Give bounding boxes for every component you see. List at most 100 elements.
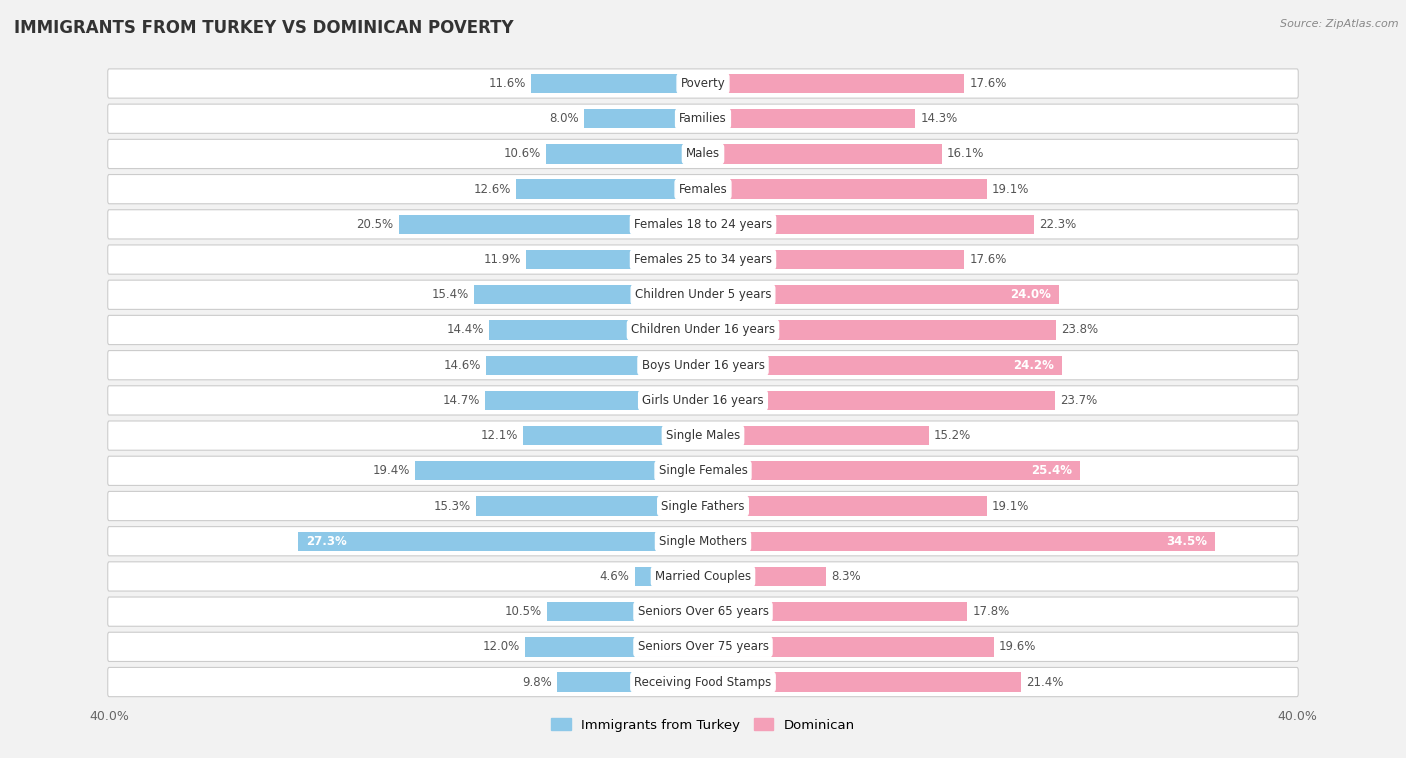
Bar <box>298 531 703 551</box>
Text: IMMIGRANTS FROM TURKEY VS DOMINICAN POVERTY: IMMIGRANTS FROM TURKEY VS DOMINICAN POVE… <box>14 19 513 37</box>
FancyBboxPatch shape <box>0 207 1406 242</box>
Text: 8.3%: 8.3% <box>831 570 860 583</box>
Text: Females 18 to 24 years: Females 18 to 24 years <box>634 218 772 231</box>
Text: 25.4%: 25.4% <box>1031 465 1071 478</box>
FancyBboxPatch shape <box>0 101 1406 136</box>
Bar <box>703 321 1056 340</box>
Text: 4.6%: 4.6% <box>600 570 630 583</box>
Text: Seniors Over 75 years: Seniors Over 75 years <box>637 641 769 653</box>
Bar <box>703 180 987 199</box>
Text: Receiving Food Stamps: Receiving Food Stamps <box>634 675 772 688</box>
Text: 21.4%: 21.4% <box>1026 675 1063 688</box>
Bar <box>703 390 1054 410</box>
Text: 19.1%: 19.1% <box>991 183 1029 196</box>
FancyBboxPatch shape <box>108 139 1298 168</box>
Bar <box>703 496 987 515</box>
Text: 14.6%: 14.6% <box>444 359 481 371</box>
Bar <box>703 215 1033 234</box>
FancyBboxPatch shape <box>0 594 1406 629</box>
Bar <box>523 426 703 445</box>
Text: Males: Males <box>686 148 720 161</box>
Text: 12.0%: 12.0% <box>482 641 520 653</box>
Text: 19.4%: 19.4% <box>373 465 411 478</box>
FancyBboxPatch shape <box>108 210 1298 239</box>
FancyBboxPatch shape <box>0 66 1406 101</box>
FancyBboxPatch shape <box>0 524 1406 559</box>
Bar <box>486 356 703 375</box>
Bar <box>489 321 703 340</box>
FancyBboxPatch shape <box>0 383 1406 418</box>
FancyBboxPatch shape <box>0 453 1406 488</box>
Text: 24.2%: 24.2% <box>1012 359 1054 371</box>
FancyBboxPatch shape <box>108 597 1298 626</box>
Bar <box>485 390 703 410</box>
FancyBboxPatch shape <box>0 312 1406 348</box>
Bar <box>703 144 942 164</box>
Bar <box>585 109 703 128</box>
FancyBboxPatch shape <box>108 562 1298 591</box>
Text: 8.0%: 8.0% <box>550 112 579 125</box>
FancyBboxPatch shape <box>0 665 1406 700</box>
Bar <box>531 74 703 93</box>
FancyBboxPatch shape <box>108 421 1298 450</box>
Bar <box>634 567 703 586</box>
FancyBboxPatch shape <box>0 559 1406 594</box>
FancyBboxPatch shape <box>108 527 1298 556</box>
Bar <box>547 602 703 622</box>
Text: Children Under 5 years: Children Under 5 years <box>634 288 772 301</box>
Bar <box>703 285 1059 305</box>
Text: 15.3%: 15.3% <box>433 500 471 512</box>
FancyBboxPatch shape <box>108 280 1298 309</box>
FancyBboxPatch shape <box>0 277 1406 312</box>
Bar <box>475 496 703 515</box>
Bar <box>703 109 915 128</box>
Text: 15.2%: 15.2% <box>934 429 972 442</box>
Bar <box>516 180 703 199</box>
Text: 19.6%: 19.6% <box>1000 641 1036 653</box>
Text: 17.6%: 17.6% <box>969 253 1007 266</box>
Text: Seniors Over 65 years: Seniors Over 65 years <box>637 605 769 618</box>
Text: 23.8%: 23.8% <box>1062 324 1098 337</box>
Text: 10.5%: 10.5% <box>505 605 543 618</box>
Text: 17.6%: 17.6% <box>969 77 1007 90</box>
FancyBboxPatch shape <box>108 174 1298 204</box>
Bar <box>399 215 703 234</box>
Text: 11.6%: 11.6% <box>488 77 526 90</box>
Bar <box>526 250 703 269</box>
Text: 27.3%: 27.3% <box>307 534 347 548</box>
Text: 34.5%: 34.5% <box>1166 534 1206 548</box>
Text: 14.7%: 14.7% <box>443 394 479 407</box>
Text: Single Fathers: Single Fathers <box>661 500 745 512</box>
Bar <box>703 426 929 445</box>
Text: 10.6%: 10.6% <box>503 148 540 161</box>
Bar <box>703 74 965 93</box>
FancyBboxPatch shape <box>0 418 1406 453</box>
Text: Source: ZipAtlas.com: Source: ZipAtlas.com <box>1281 19 1399 29</box>
Bar <box>703 250 965 269</box>
Text: 15.4%: 15.4% <box>432 288 470 301</box>
FancyBboxPatch shape <box>108 69 1298 98</box>
Text: Married Couples: Married Couples <box>655 570 751 583</box>
FancyBboxPatch shape <box>0 488 1406 524</box>
Text: 19.1%: 19.1% <box>991 500 1029 512</box>
Text: 11.9%: 11.9% <box>484 253 522 266</box>
FancyBboxPatch shape <box>108 350 1298 380</box>
Bar <box>415 461 703 481</box>
Bar <box>703 461 1080 481</box>
Text: Females 25 to 34 years: Females 25 to 34 years <box>634 253 772 266</box>
Bar <box>703 672 1021 692</box>
Text: 14.4%: 14.4% <box>447 324 484 337</box>
Text: 12.1%: 12.1% <box>481 429 519 442</box>
Bar <box>703 531 1215 551</box>
FancyBboxPatch shape <box>0 348 1406 383</box>
Text: Children Under 16 years: Children Under 16 years <box>631 324 775 337</box>
FancyBboxPatch shape <box>108 491 1298 521</box>
Text: Single Females: Single Females <box>658 465 748 478</box>
Bar <box>546 144 703 164</box>
FancyBboxPatch shape <box>0 171 1406 207</box>
Text: 14.3%: 14.3% <box>921 112 957 125</box>
Bar <box>474 285 703 305</box>
FancyBboxPatch shape <box>108 315 1298 345</box>
FancyBboxPatch shape <box>0 136 1406 171</box>
Text: 17.8%: 17.8% <box>973 605 1010 618</box>
